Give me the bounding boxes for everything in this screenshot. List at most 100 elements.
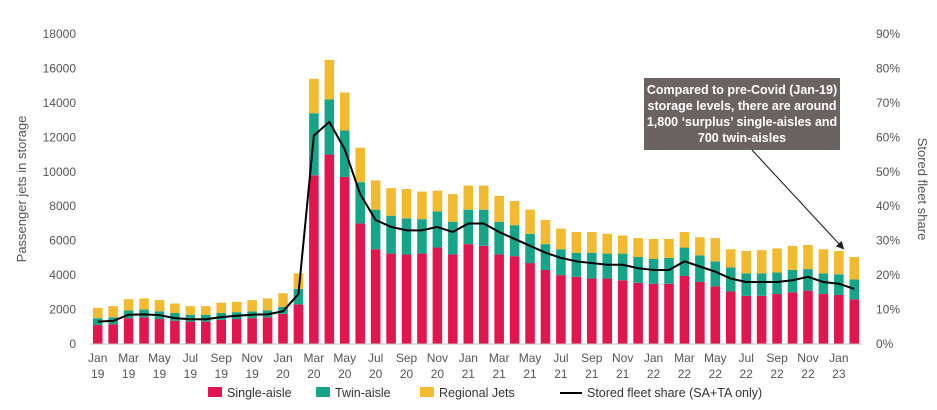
bar-single-aisle [711,286,721,344]
x-tick-year: 20 [431,367,445,381]
bar-regional-jets [510,201,520,225]
bar-regional-jets [463,186,473,210]
bar-twin-aisle [448,222,458,255]
bar-regional-jets [680,232,690,248]
bar-single-aisle [525,263,535,344]
x-tick-month: May [519,351,542,365]
annotation-text: Compared to pre-Covid (Jan-19) [647,83,837,97]
bar-regional-jets [649,239,659,259]
y-tick-label: 18000 [43,27,77,41]
x-tick-year: 19 [122,367,136,381]
bar-single-aisle [216,320,226,344]
bar-single-aisle [278,314,288,344]
bar-twin-aisle [556,249,566,275]
bar-twin-aisle [633,257,643,283]
y2-tick-label: 60% [876,130,900,144]
bar-single-aisle [510,256,520,344]
x-tick-month: Jan [88,351,107,365]
bar-regional-jets [819,249,829,273]
bar-regional-jets [525,210,535,234]
bar-twin-aisle [602,254,612,279]
bar-single-aisle [649,284,659,344]
annotation-text: 1,800 ‘surplus’ single-aisles and [647,115,837,129]
x-tick-month: Nov [612,351,633,365]
x-tick-year: 20 [338,367,352,381]
bar-twin-aisle [463,210,473,244]
x-tick-year: 22 [740,367,754,381]
y-tick-label: 6000 [49,234,76,248]
y2-tick-label: 30% [876,234,900,248]
bar-single-aisle [849,299,859,344]
legend-label-regional-jets: Regional Jets [439,386,515,400]
bar-single-aisle [633,283,643,344]
bar-twin-aisle [402,218,412,254]
bar-single-aisle [494,254,504,344]
y2-tick-label: 40% [876,199,900,213]
y2-tick-label: 10% [876,303,900,317]
bar-single-aisle [139,317,149,344]
bar-twin-aisle [479,210,489,246]
y2-tick-label: 70% [876,96,900,110]
x-tick-month: Nov [241,351,262,365]
y2-tick-label: 50% [876,165,900,179]
bar-single-aisle [618,280,628,344]
y2-tick-label: 20% [876,268,900,282]
bar-regional-jets [124,299,134,310]
bar-twin-aisle [803,269,813,291]
bar-regional-jets [772,248,782,272]
bar-single-aisle [556,275,566,344]
y-tick-label: 0 [69,337,76,351]
bar-single-aisle [247,318,257,344]
annotation-text: storage levels, there are around [648,99,837,113]
bar-regional-jets [587,232,597,253]
bar-regional-jets [572,232,582,253]
bar-twin-aisle [587,253,597,279]
y-tick-label: 10000 [43,165,77,179]
bar-regional-jets [834,251,844,274]
x-tick-month: Sep [211,351,233,365]
bar-twin-aisle [649,259,659,284]
x-tick-year: 22 [678,367,692,381]
bar-single-aisle [201,322,211,344]
bar-single-aisle [664,284,674,344]
bar-single-aisle [170,321,180,344]
bar-twin-aisle [386,216,396,254]
bar-single-aisle [819,294,829,344]
bar-single-aisle [124,318,134,344]
y-tick-label: 2000 [49,303,76,317]
legend-label-single-aisle: Single-aisle [227,386,292,400]
bar-regional-jets [186,306,196,315]
bar-twin-aisle [541,244,551,270]
y2-axis-ticks: 0% 10% 20% 30% 40% 50% 60% 70% 80% 90% [876,27,900,351]
bar-single-aisle [371,249,381,344]
bar-regional-jets [247,300,257,311]
bar-regional-jets [664,239,674,258]
bar-twin-aisle [494,222,504,255]
bar-single-aisle [402,254,412,344]
bar-regional-jets [139,298,149,309]
bar-twin-aisle [741,273,751,295]
y-axis-title: Passenger jets in storage [14,116,29,263]
bar-regional-jets [263,298,273,310]
bar-single-aisle [803,291,813,344]
bar-single-aisle [680,276,690,344]
bar-regional-jets [633,238,643,257]
bar-single-aisle [108,324,118,344]
x-tick-month: Jan [273,351,292,365]
bar-single-aisle [93,325,103,344]
bar-regional-jets [741,251,751,273]
y2-tick-label: 90% [876,27,900,41]
chart-svg: Passenger jets in storage Stored fleet s… [0,0,937,410]
x-tick-month: Mar [489,351,510,365]
bar-regional-jets [309,79,319,113]
bar-single-aisle [587,279,597,344]
bar-single-aisle [463,244,473,344]
bar-regional-jets [355,148,365,182]
bar-regional-jets [711,238,721,261]
x-tick-month: Nov [797,351,818,365]
bar-single-aisle [433,248,443,344]
x-tick-year: 20 [369,367,383,381]
x-tick-year: 19 [153,367,167,381]
bar-twin-aisle [819,273,829,294]
x-tick-month: Sep [581,351,603,365]
